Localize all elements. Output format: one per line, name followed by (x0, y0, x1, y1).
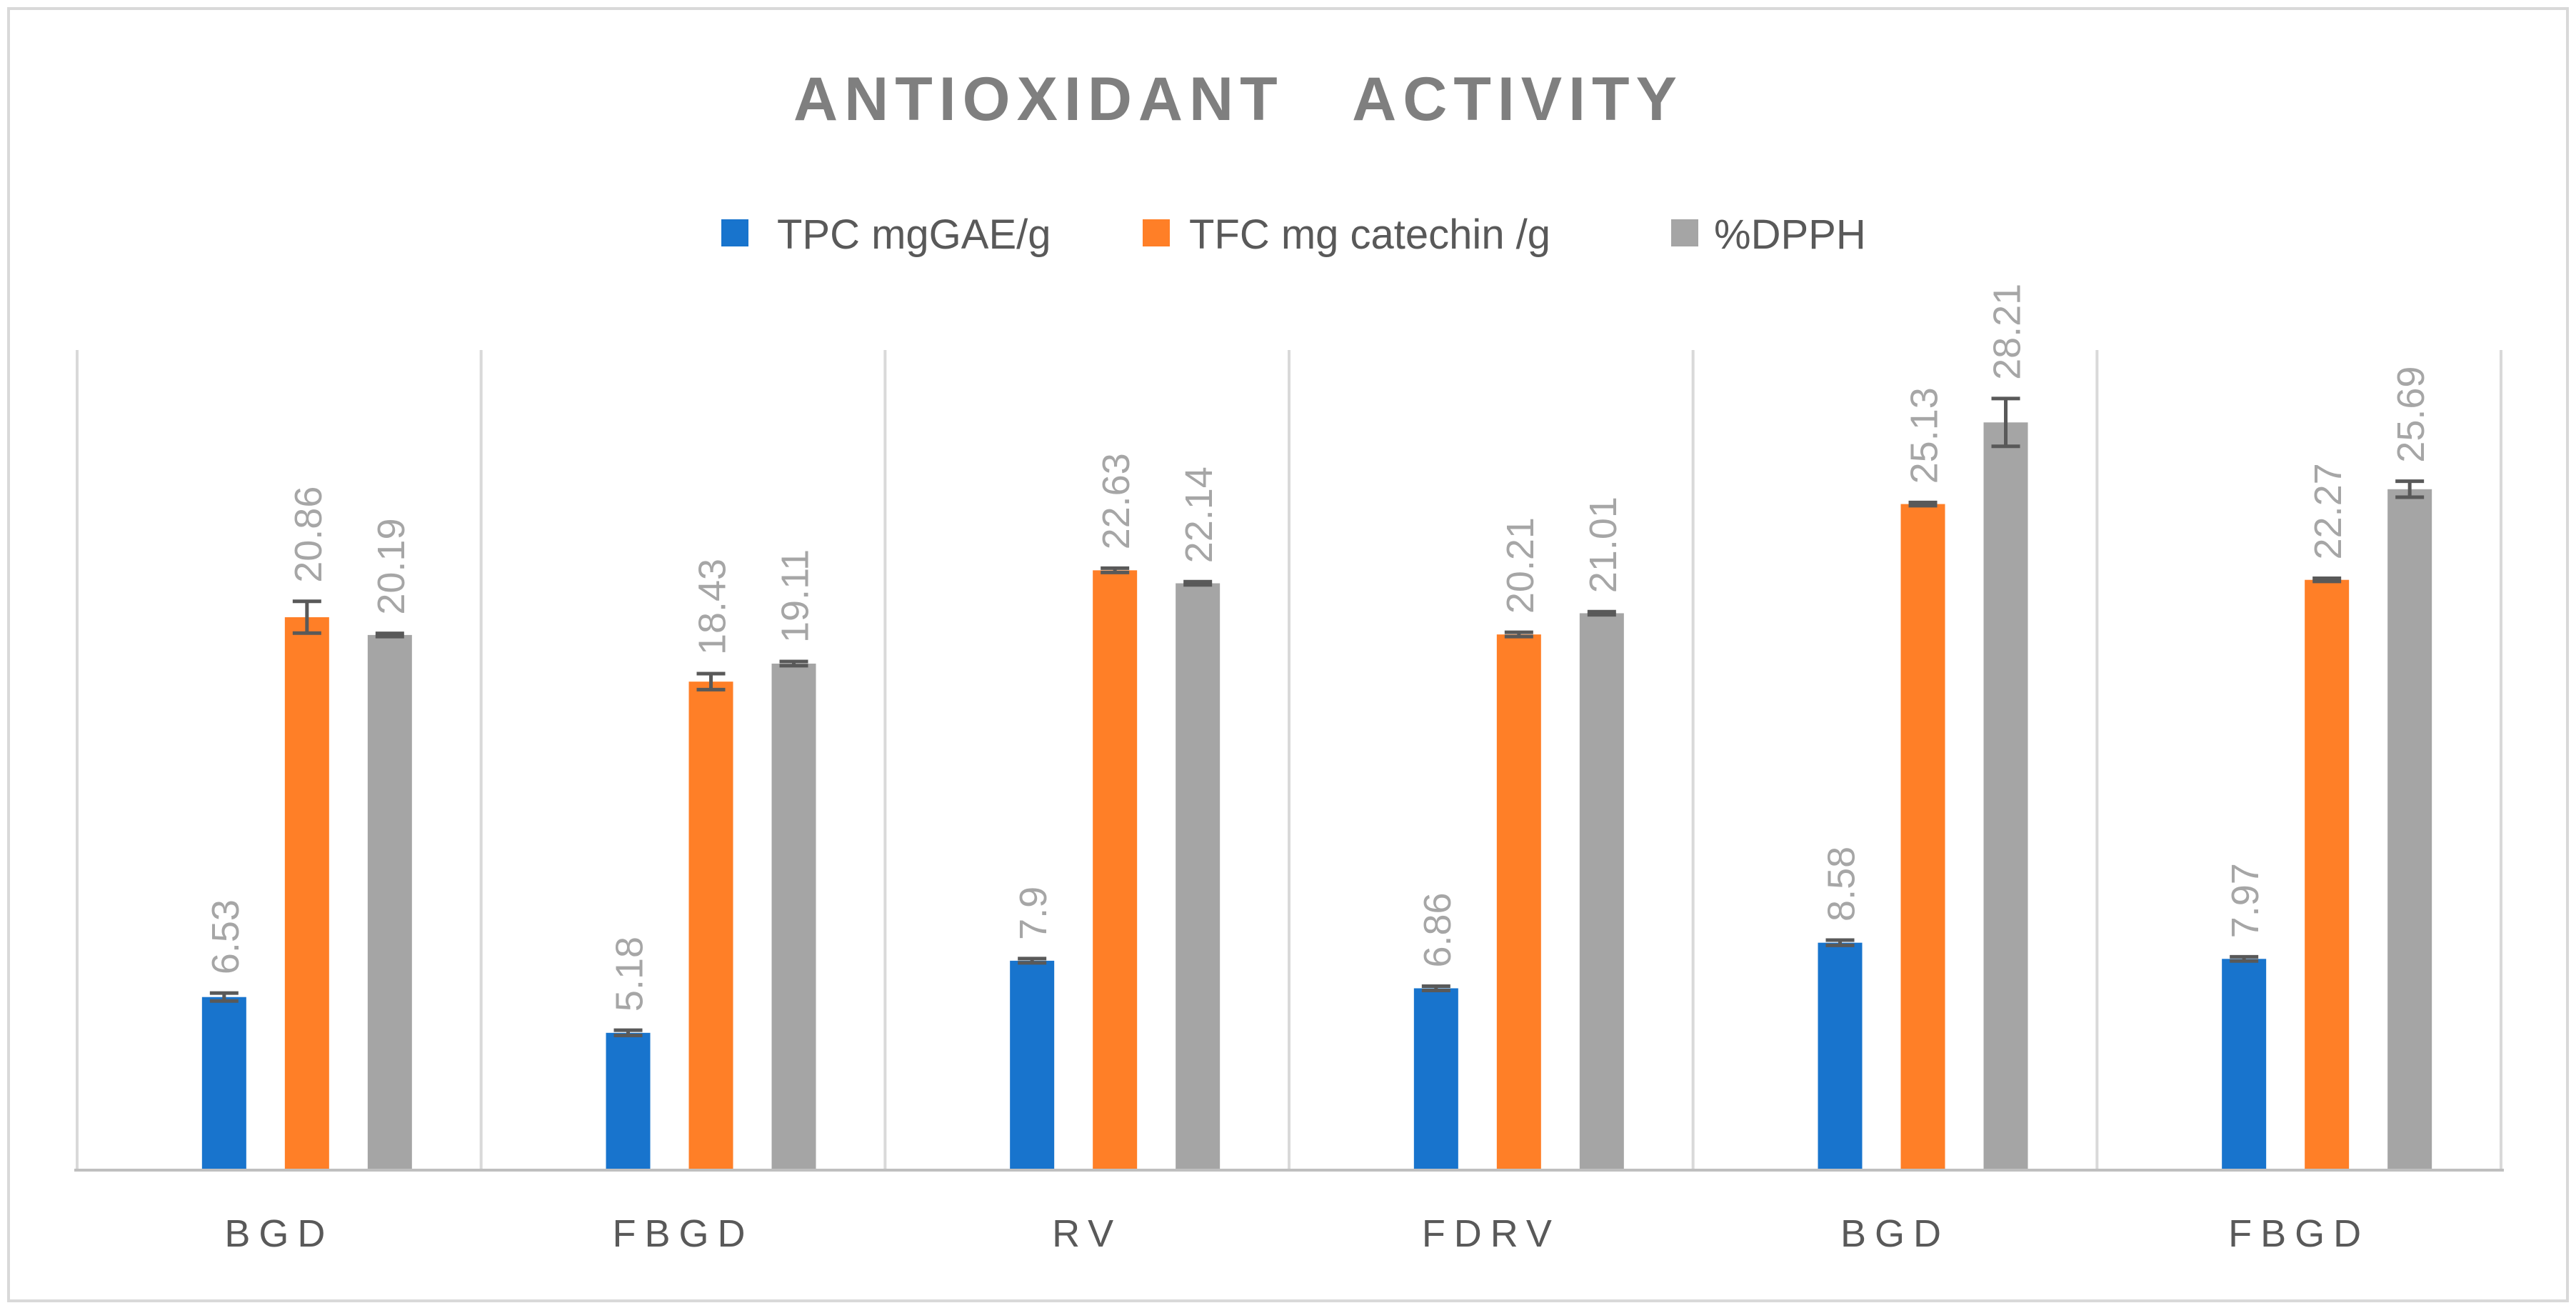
data-label-dpph-0: 20.19 (370, 519, 413, 615)
data-label-tpc-0: 6.53 (204, 899, 247, 974)
data-label-dpph-4: 28.21 (1986, 284, 2029, 380)
x-tick-label-4: BGD (1840, 1212, 1950, 1255)
legend-item-dpph[interactable]: %DPPH (1671, 211, 1866, 258)
bar-tpc-5 (2222, 959, 2267, 1170)
legend-label-tfc: TFC mg catechin /g (1189, 211, 1550, 258)
data-label-tfc-0: 20.86 (287, 486, 330, 583)
bar-dpph-0 (367, 634, 412, 1170)
chart-title: ANTIOXIDANT ACTIVITY (793, 65, 1683, 134)
data-label-tpc-4: 8.58 (1820, 847, 1863, 922)
legend-label-tpc: TPC mgGAE/g (777, 211, 1051, 258)
chart-legend: TPC mgGAE/g TFC mg catechin /g %DPPH (721, 211, 1866, 258)
bar-tfc-0 (284, 617, 329, 1170)
data-label-tfc-3: 20.21 (1499, 517, 1542, 614)
data-label-tpc-5: 7.97 (2224, 863, 2267, 938)
bar-tpc-3 (1413, 988, 1458, 1170)
bar-dpph-5 (2387, 489, 2432, 1170)
x-tick-label-3: FDRV (1422, 1212, 1560, 1255)
bar-tfc-4 (1900, 504, 1945, 1170)
data-label-tfc-5: 22.27 (2307, 463, 2350, 559)
legend-swatch-tpc (721, 219, 748, 246)
legend-swatch-dpph (1671, 219, 1698, 246)
bar-tfc-3 (1496, 634, 1541, 1170)
data-label-tfc-2: 22.63 (1095, 453, 1138, 549)
data-label-tfc-4: 25.13 (1903, 387, 1946, 484)
bar-dpph-2 (1176, 583, 1221, 1170)
bar-tpc-1 (606, 1032, 651, 1170)
plot-area: 6.53 5.18 7.9 6.86 8.58 7.97 20.86 18.43 22.63 20… (74, 284, 2504, 1255)
bar-tfc-1 (688, 682, 733, 1170)
x-tick-label-1: FBGD (612, 1212, 753, 1255)
bar-dpph-3 (1579, 613, 1624, 1170)
x-tick-label-2: RV (1052, 1212, 1122, 1255)
bar-tpc-2 (1010, 960, 1055, 1170)
data-label-dpph-1: 19.11 (774, 549, 817, 643)
data-label-dpph-3: 21.01 (1582, 496, 1625, 593)
legend-item-tpc[interactable]: TPC mgGAE/g (721, 211, 1051, 258)
bar-tpc-0 (201, 997, 246, 1170)
data-label-tfc-1: 18.43 (691, 559, 734, 655)
data-label-dpph-2: 22.14 (1178, 466, 1221, 563)
legend-swatch-tfc (1143, 219, 1170, 246)
data-label-dpph-5: 25.69 (2390, 366, 2432, 463)
x-tick-label-5: FBGD (2228, 1212, 2370, 1255)
data-label-tpc-1: 5.18 (608, 937, 651, 1012)
legend-item-tfc[interactable]: TFC mg catechin /g (1143, 211, 1550, 258)
bar-tfc-5 (2305, 579, 2350, 1170)
x-tick-label-0: BGD (224, 1212, 334, 1255)
bar-tpc-4 (1818, 942, 1863, 1170)
data-label-tpc-2: 7.9 (1012, 887, 1055, 940)
data-label-tpc-3: 6.86 (1416, 892, 1459, 967)
bar-dpph-4 (1983, 422, 2028, 1170)
bar-tfc-2 (1093, 570, 1138, 1170)
bar-dpph-1 (771, 663, 816, 1170)
legend-label-dpph: %DPPH (1714, 211, 1866, 258)
